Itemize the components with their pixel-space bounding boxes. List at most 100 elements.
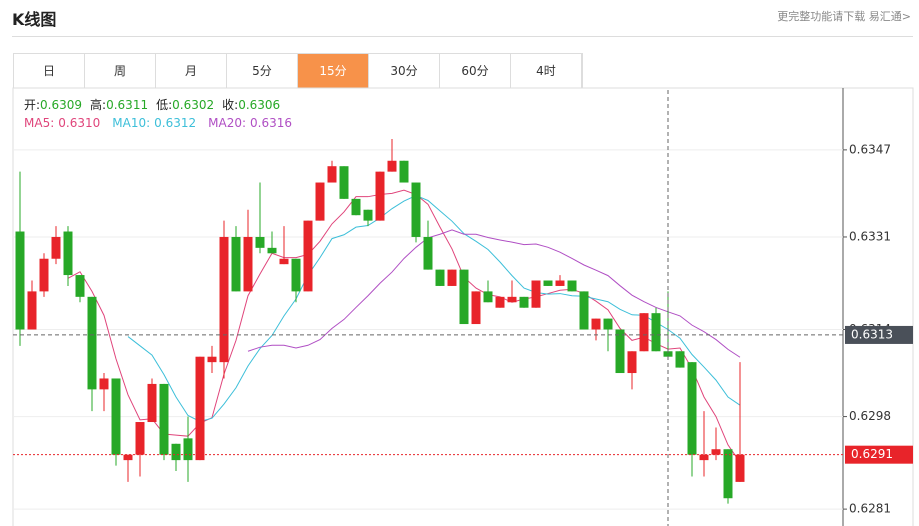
ohlc-value: 0.6306: [238, 98, 280, 112]
candle-body: [483, 291, 493, 303]
candle-body: [63, 231, 73, 276]
candle-body: [543, 280, 553, 286]
tab[interactable]: 4时: [511, 54, 582, 88]
candle-body: [435, 269, 445, 286]
candle-body: [471, 291, 481, 325]
tab[interactable]: 月: [156, 54, 227, 88]
ohlc-label: 开:: [24, 98, 40, 112]
ohlc-value: 0.6302: [172, 98, 214, 112]
last-price: 0.6291: [851, 447, 893, 461]
candle-body: [567, 280, 577, 292]
crosshair-price: 0.6313: [851, 327, 893, 341]
y-tick-label: 0.6331: [849, 229, 891, 243]
ohlc-info: 开:0.6309 高:0.6311 低:0.6302 收:0.6306: [24, 97, 280, 112]
candle-body: [99, 378, 109, 390]
candle-body: [675, 351, 685, 368]
candle-body: [147, 383, 157, 423]
ohlc-label: 低:: [156, 98, 172, 112]
candle-body: [231, 236, 241, 292]
candle-body: [267, 247, 277, 254]
candle-body: [303, 220, 313, 292]
candle-body: [111, 378, 121, 455]
tab-bar: 日周月 5分 15分 30分 60分 4时: [13, 53, 583, 88]
candle-body: [207, 356, 217, 363]
candle-body: [159, 383, 169, 455]
ohlc-value: 0.6309: [40, 98, 82, 112]
divider: [12, 36, 913, 37]
tab[interactable]: 日: [14, 54, 85, 88]
candle-body: [687, 362, 697, 455]
candle-body: [639, 313, 649, 352]
candle-body: [363, 209, 373, 221]
y-tick-label: 0.6347: [849, 142, 891, 156]
candle-body: [723, 449, 733, 499]
candle-body: [27, 291, 37, 330]
candle-body: [279, 258, 289, 265]
candle-body: [375, 171, 385, 221]
candle-body: [39, 258, 49, 292]
ohlc-value: 0.6311: [106, 98, 148, 112]
tab[interactable]: 5分: [227, 54, 298, 88]
candle-body: [339, 166, 349, 199]
ohlc-label: 高:: [90, 97, 106, 112]
y-tick-label: 0.6298: [849, 409, 891, 423]
candle-body: [315, 182, 325, 221]
candle-body: [75, 275, 85, 297]
ma-label: MA10:: [112, 116, 150, 130]
candle-body: [51, 236, 61, 259]
last-price-bg: [845, 445, 913, 464]
candle-body: [243, 236, 253, 292]
candle-body: [651, 313, 661, 352]
candle-body: [711, 449, 721, 455]
candle-body: [15, 231, 25, 330]
candle-body: [459, 269, 469, 325]
tab[interactable]: 30分: [369, 54, 440, 88]
candle-body: [579, 291, 589, 330]
tab[interactable]: 60分: [440, 54, 511, 88]
candle-body: [615, 329, 625, 374]
candle-body: [495, 296, 505, 308]
chart-frame: [12, 87, 914, 526]
ma-label: MA20:: [208, 116, 246, 130]
candle-body: [351, 198, 361, 216]
ma-value: 0.6312: [154, 116, 196, 130]
ma-line: [67, 189, 741, 463]
candle-body: [195, 356, 205, 461]
y-tick-label: 0.6281: [849, 502, 891, 516]
candle-body: [603, 318, 613, 330]
candle-body: [591, 318, 601, 330]
download-link[interactable]: 更完整功能请下载 易汇通>: [777, 10, 911, 23]
candle-body: [627, 351, 637, 374]
candle-body: [531, 280, 541, 308]
candle-body: [123, 454, 133, 461]
candle-body: [699, 454, 709, 461]
tab[interactable]: 周: [85, 54, 156, 88]
candle-body: [87, 296, 97, 390]
candle-body: [171, 443, 181, 461]
candle-body: [255, 236, 265, 248]
candle-body: [387, 160, 397, 172]
candle-body: [507, 296, 517, 303]
ohlc-label: 收:: [222, 98, 238, 112]
ma-value: 0.6316: [250, 116, 292, 130]
ma-line: [247, 229, 741, 358]
ma-value: 0.6310: [58, 116, 100, 130]
candle-body: [663, 351, 673, 357]
candle-body: [423, 236, 433, 270]
candle-body: [219, 236, 229, 363]
tab[interactable]: 15分: [298, 54, 369, 88]
candle-body: [519, 296, 529, 308]
ma-line: [127, 195, 741, 423]
title: K线图: [12, 10, 57, 29]
candle-body: [327, 166, 337, 183]
candle-body: [555, 280, 565, 286]
ma-info: MA5: 0.6310 MA10: 0.6312 MA20: 0.6316: [24, 116, 292, 130]
candle-body: [135, 422, 145, 455]
candle-body: [411, 182, 421, 237]
candle-body: [291, 258, 301, 292]
ma-label: MA5:: [24, 116, 54, 130]
crosshair-label-bg: [845, 325, 913, 344]
candle-body: [735, 454, 745, 482]
